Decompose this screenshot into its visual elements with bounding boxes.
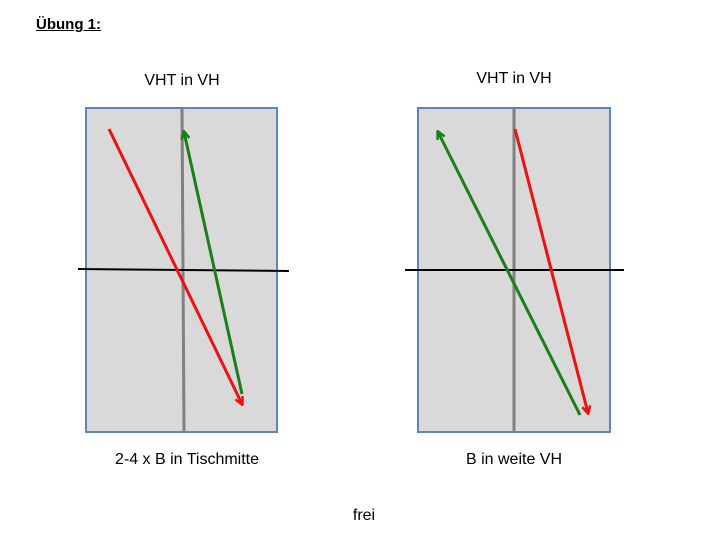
diagram-2-top-label: VHT in VH [476,70,552,87]
table-2-red-arrow [513,128,588,413]
diagram-2 [405,107,624,433]
diagram-1-bottom-label: 2-4 x B in Tischmitte [114,451,260,468]
diagram-1-top-label: VHT in VH [144,72,220,89]
footer-label: frei [352,507,376,524]
exercise-title: Übung 1: [36,16,101,33]
table-1-green-arrow [184,132,244,395]
diagram-1 [77,107,290,433]
table-1-net [77,268,290,272]
table-2-green-arrow [438,132,582,416]
diagram-2-bottom-label: B in weite VH [465,451,563,468]
table-1-red-arrow [107,128,242,404]
